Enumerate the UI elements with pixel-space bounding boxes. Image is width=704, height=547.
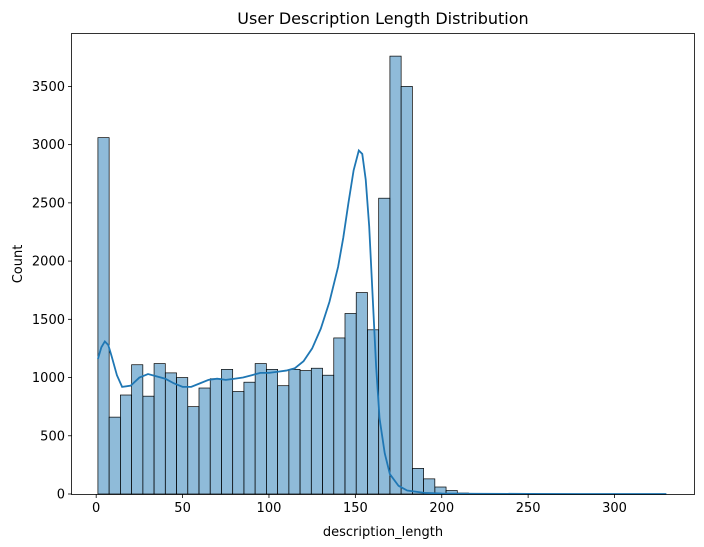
histogram-bar — [310, 367, 323, 495]
chart-title: User Description Length Distribution — [237, 9, 528, 28]
x-axis-label: description_length — [323, 525, 443, 540]
histogram-bar — [254, 363, 267, 495]
histogram-bar — [367, 329, 380, 495]
y-tick-label: 1000 — [32, 371, 65, 386]
y-tick-label: 2500 — [32, 196, 65, 211]
histogram-bar — [288, 369, 301, 495]
histogram-bar — [232, 391, 245, 495]
histogram-bar — [266, 369, 278, 495]
histogram-bar — [120, 394, 132, 495]
histogram-bar — [108, 416, 121, 495]
y-axis-ticks: 0 500 1000 1500 2000 2500 3000 3500 — [32, 80, 72, 503]
kde-curve — [97, 148, 667, 495]
histogram-bar — [187, 406, 200, 495]
x-tick-label: 50 — [174, 501, 191, 516]
histogram-bar — [221, 369, 234, 495]
histogram-bar — [198, 387, 211, 495]
histogram-bar — [389, 55, 402, 495]
histogram-bar — [243, 381, 256, 495]
y-tick-label: 3000 — [32, 138, 65, 153]
y-tick-label: 500 — [40, 429, 65, 444]
histogram-bar — [355, 292, 368, 495]
x-tick-label: 200 — [429, 501, 454, 516]
histogram-bar — [142, 395, 155, 495]
y-tick-label: 2000 — [32, 255, 65, 270]
y-tick-label: 1500 — [32, 313, 65, 328]
plot-frame — [71, 33, 695, 495]
y-tick-label: 0 — [57, 488, 65, 503]
x-tick-label: 300 — [602, 501, 627, 516]
histogram-bar — [333, 337, 346, 495]
histogram-bar — [423, 478, 436, 495]
bars-group — [97, 55, 559, 495]
y-axis-label: Count — [11, 245, 26, 284]
x-tick-label: 0 — [92, 501, 100, 516]
histogram-bar — [344, 313, 357, 495]
histogram-bar — [322, 374, 335, 495]
y-tick-label: 3500 — [32, 80, 65, 95]
histogram-bar — [164, 372, 177, 495]
histogram-bar — [299, 370, 312, 495]
histogram-bar — [412, 468, 424, 495]
x-tick-label: 150 — [343, 501, 368, 516]
histogram-bar — [153, 363, 166, 495]
x-tick-label: 100 — [257, 501, 282, 516]
x-tick-label: 250 — [516, 501, 541, 516]
histogram-bar — [400, 86, 413, 495]
x-axis-ticks: 0 50 100 150 200 250 300 — [92, 494, 627, 516]
histogram-bar — [277, 385, 290, 495]
histogram-bar — [176, 377, 189, 495]
histogram-bar — [97, 137, 110, 495]
histogram-bar — [209, 378, 222, 495]
